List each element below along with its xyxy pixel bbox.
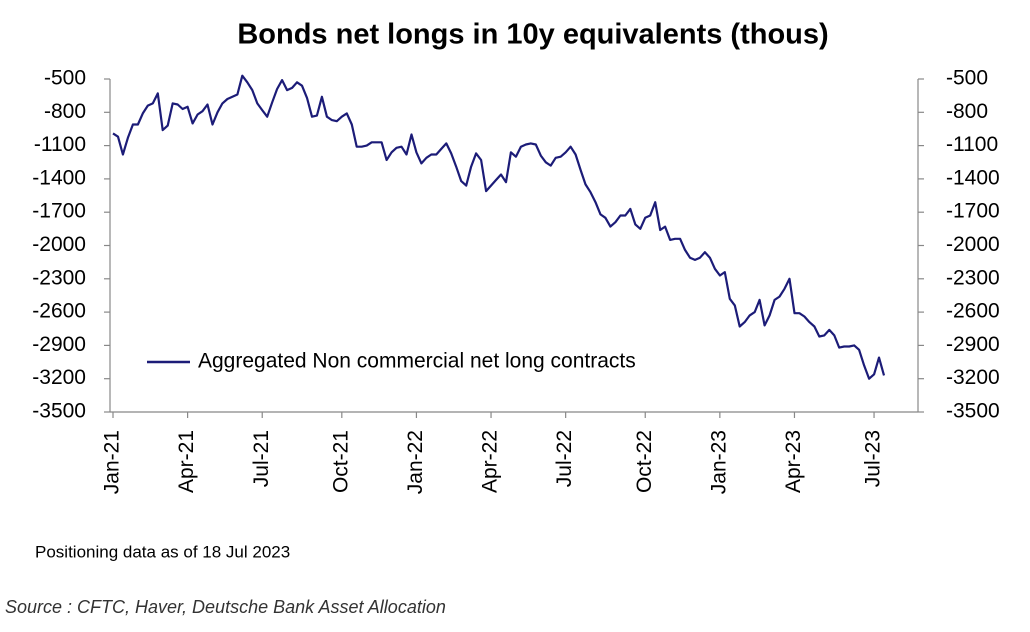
x-tick-label: Apr-21 bbox=[175, 430, 198, 493]
x-tick-label: Jan-23 bbox=[707, 430, 730, 494]
legend-label: Aggregated Non commercial net long contr… bbox=[198, 350, 636, 373]
y-tick-label: -2000 bbox=[32, 233, 86, 256]
y-tick-label: -2600 bbox=[32, 300, 86, 323]
note: Positioning data as of 18 Jul 2023 bbox=[35, 542, 290, 561]
y-tick-label: -500 bbox=[44, 67, 86, 90]
y-tick-label: -3500 bbox=[32, 400, 86, 423]
source: Source : CFTC, Haver, Deutsche Bank Asse… bbox=[5, 597, 446, 617]
y-tick-label: -1100 bbox=[34, 133, 86, 156]
y2-tick-label: -3500 bbox=[946, 400, 1000, 423]
chart-title: Bonds net longs in 10y equivalents (thou… bbox=[237, 19, 828, 51]
y-tick-label: -1700 bbox=[32, 200, 86, 223]
x-tick-label: Jul-21 bbox=[250, 430, 273, 487]
y2-tick-label: -3200 bbox=[946, 366, 1000, 389]
x-tick-label: Jul-23 bbox=[862, 430, 885, 487]
x-tick-label: Apr-22 bbox=[479, 430, 502, 493]
y-tick-label: -1400 bbox=[32, 166, 86, 189]
x-tick-label: Oct-22 bbox=[633, 430, 656, 493]
y2-tick-label: -500 bbox=[946, 67, 988, 90]
y-tick-label: -2300 bbox=[32, 266, 86, 289]
x-tick-label: Jan-22 bbox=[404, 430, 427, 494]
y2-tick-label: -2300 bbox=[946, 266, 1000, 289]
y2-tick-label: -1700 bbox=[946, 200, 1000, 223]
y-tick-label: -3200 bbox=[32, 366, 86, 389]
x-tick-label: Jul-22 bbox=[553, 430, 576, 487]
line bbox=[112, 74, 886, 380]
y2-tick-label: -2000 bbox=[946, 233, 1000, 256]
y2-tick-label: -1100 bbox=[946, 133, 998, 156]
x-tick-label: Apr-23 bbox=[782, 430, 805, 493]
y-tick-label: -2900 bbox=[32, 333, 86, 356]
y2-tick-label: -1400 bbox=[946, 166, 1000, 189]
y2-tick-label: -2600 bbox=[946, 300, 1000, 323]
y2-tick-label: -800 bbox=[946, 100, 988, 123]
y-tick-label: -800 bbox=[44, 100, 86, 123]
x-tick-label: Jan-21 bbox=[101, 430, 124, 494]
y2-tick-label: -2900 bbox=[946, 333, 1000, 356]
x-tick-label: Oct-21 bbox=[329, 430, 352, 493]
